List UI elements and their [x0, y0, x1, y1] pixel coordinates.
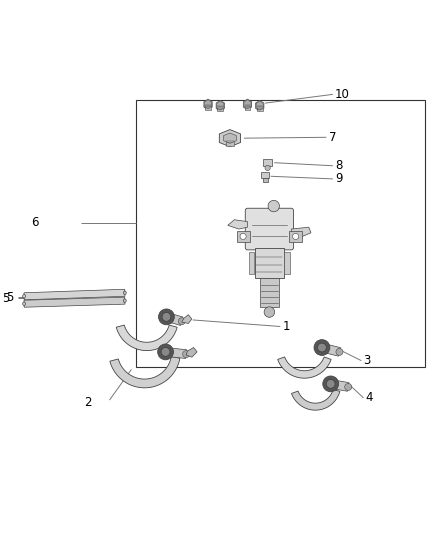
Polygon shape [278, 357, 331, 378]
Bar [261, 172, 269, 178]
Text: 1: 1 [283, 320, 290, 333]
Ellipse shape [124, 291, 126, 295]
Circle shape [264, 307, 275, 317]
Polygon shape [205, 103, 211, 110]
Circle shape [345, 383, 352, 391]
Text: 3: 3 [364, 354, 371, 367]
Polygon shape [217, 101, 224, 110]
Text: 8: 8 [335, 159, 343, 172]
Text: 6: 6 [31, 216, 38, 229]
Bar [285, 252, 290, 274]
Polygon shape [216, 100, 225, 111]
Circle shape [336, 349, 343, 356]
Text: 4: 4 [366, 391, 373, 405]
Circle shape [183, 351, 190, 358]
Polygon shape [330, 379, 349, 391]
Polygon shape [256, 101, 263, 110]
Polygon shape [165, 313, 183, 326]
Polygon shape [186, 348, 197, 357]
Ellipse shape [23, 295, 25, 298]
Circle shape [314, 340, 330, 356]
Polygon shape [223, 133, 237, 143]
Polygon shape [116, 325, 177, 351]
Polygon shape [321, 343, 340, 356]
Polygon shape [165, 348, 187, 359]
Polygon shape [243, 99, 252, 110]
Text: 5: 5 [6, 290, 13, 304]
Text: 2: 2 [85, 396, 92, 409]
Text: 9: 9 [335, 172, 343, 185]
Polygon shape [24, 297, 125, 307]
Polygon shape [24, 289, 125, 300]
Bar [237, 231, 250, 242]
FancyBboxPatch shape [245, 208, 293, 250]
Circle shape [240, 233, 246, 239]
Bar [263, 159, 272, 166]
Polygon shape [217, 104, 223, 111]
Circle shape [323, 376, 339, 392]
Polygon shape [219, 130, 240, 147]
Circle shape [161, 348, 170, 356]
Polygon shape [204, 99, 212, 110]
Circle shape [162, 312, 171, 321]
Circle shape [265, 165, 270, 171]
Polygon shape [110, 357, 180, 388]
Circle shape [158, 344, 173, 360]
Ellipse shape [23, 302, 25, 305]
Circle shape [159, 309, 174, 325]
Polygon shape [182, 314, 192, 324]
Polygon shape [205, 100, 212, 109]
Polygon shape [228, 220, 247, 229]
Polygon shape [226, 140, 234, 146]
Circle shape [268, 200, 279, 212]
Text: 7: 7 [328, 131, 336, 144]
Bar [136, 100, 425, 367]
Polygon shape [291, 227, 311, 237]
Circle shape [178, 318, 185, 325]
Bar [255, 248, 284, 278]
Polygon shape [244, 103, 251, 110]
Text: 5: 5 [2, 292, 10, 304]
Circle shape [326, 379, 335, 388]
Circle shape [293, 233, 299, 239]
Bar [289, 231, 302, 242]
Bar [259, 278, 279, 307]
Bar [263, 178, 268, 182]
Polygon shape [257, 104, 263, 111]
Polygon shape [291, 390, 340, 410]
Polygon shape [244, 100, 251, 109]
Polygon shape [255, 100, 264, 111]
Ellipse shape [124, 299, 126, 302]
Circle shape [318, 343, 326, 352]
Text: 10: 10 [335, 88, 350, 101]
Bar [249, 252, 254, 274]
